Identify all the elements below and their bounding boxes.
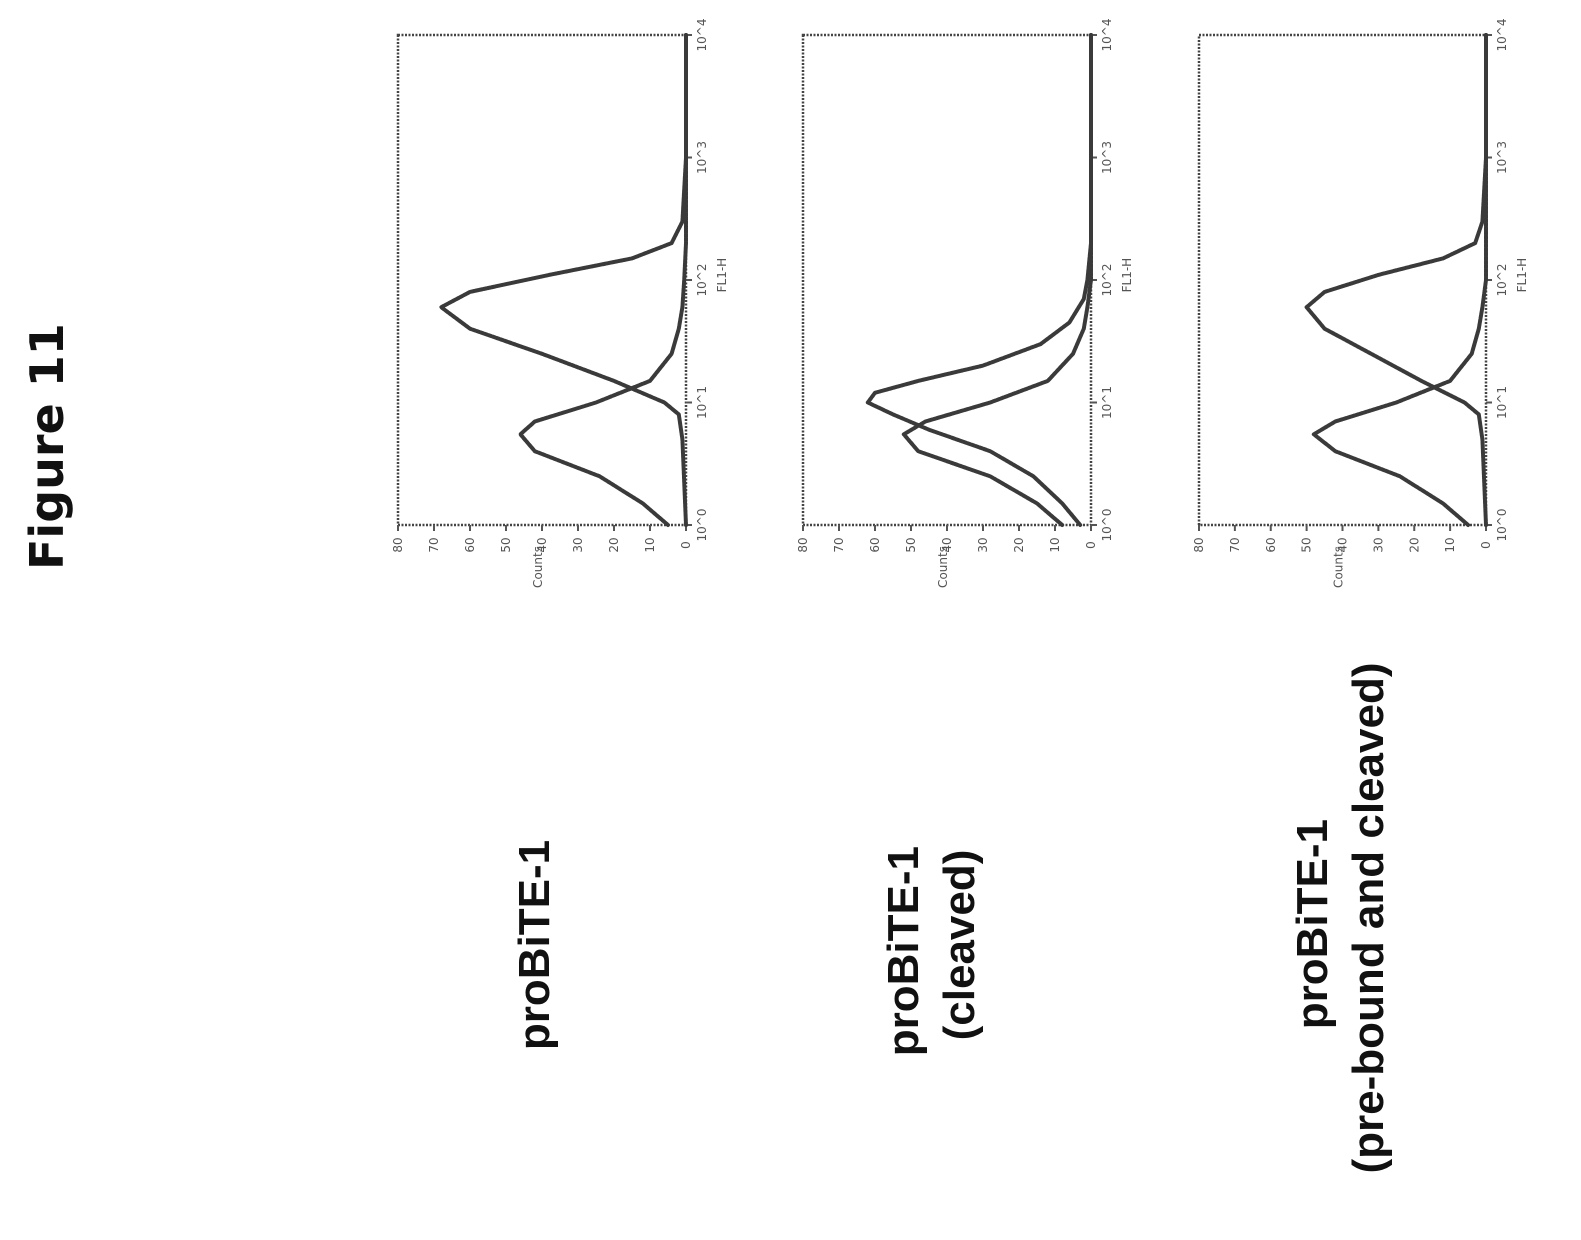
y-tick-label: 20 [607, 537, 621, 552]
y-tick-label: 50 [1300, 537, 1314, 552]
y-tick-label: 40 [1336, 537, 1350, 552]
histogram-series-1 [518, 33, 688, 527]
flow-histogram-1: 0 10 20 30 40 50 60 70 80 10^0 10^1 10^2 10^3 10^4 Cou… [391, 19, 729, 588]
flow-histogram-3: 0 10 20 30 40 50 60 70 80 10^0 10^1 10^2 10^3 10^4 Cou… [1192, 19, 1529, 588]
x-tick-label: 10^3 [1100, 141, 1114, 174]
x-axis-title: FL1-H [1515, 258, 1529, 293]
y-tick-label: 60 [868, 537, 882, 552]
x-tick-label: 10^2 [695, 264, 709, 297]
y-tick-label: 20 [1012, 537, 1026, 552]
y-tick-label: 0 [1479, 541, 1493, 549]
sample-label-3-line-1: proBiTE-1 [1288, 819, 1337, 1029]
y-axis-title: Counts [1332, 546, 1346, 588]
y-tick-label: 0 [679, 541, 693, 549]
panel-1: proBiTE-1 0 10 20 30 40 50 60 70 80 10^0 10^1 10^2 1… [391, 19, 729, 1051]
y-tick-label: 70 [427, 537, 441, 552]
x-tick-label: 10^1 [1100, 386, 1114, 419]
sample-label-2: proBiTE-1 (cleaved) [879, 834, 984, 1056]
y-tick-label: 30 [976, 537, 990, 552]
y-tick-label: 50 [499, 537, 513, 552]
histogram-series-2 [865, 33, 1093, 527]
sample-label-1-line-1: proBiTE-1 [510, 840, 559, 1050]
plot-frame [396, 33, 688, 527]
y-tick-label: 70 [1228, 537, 1242, 552]
x-axis-title: FL1-H [715, 258, 729, 293]
x-axis-title: FL1-H [1120, 258, 1134, 293]
sample-label-2-line-2: (cleaved) [935, 850, 984, 1041]
y-tick-label: 50 [904, 537, 918, 552]
x-tick-label: 10^0 [695, 509, 709, 542]
x-tick-label: 10^4 [1495, 19, 1509, 52]
y-tick-label: 40 [940, 537, 954, 552]
y-tick-label: 20 [1407, 537, 1421, 552]
sample-label-3-line-2: (pre-bound and cleaved) [1344, 663, 1393, 1174]
histogram-series-2 [439, 33, 688, 527]
x-tick-label: 10^3 [1495, 141, 1509, 174]
sample-label-1: proBiTE-1 [510, 840, 559, 1050]
y-tick-label: 80 [796, 537, 810, 552]
x-tick-label: 10^1 [1495, 386, 1509, 419]
y-tick-label: 80 [1192, 537, 1206, 552]
histogram-series-2 [1304, 33, 1488, 527]
y-tick-label: 60 [1264, 537, 1278, 552]
x-tick-label: 10^3 [695, 141, 709, 174]
y-tick-label: 70 [832, 537, 846, 552]
x-tick-label: 10^1 [695, 386, 709, 419]
y-tick-label: 40 [535, 537, 549, 552]
figure-title: Figure 11 [20, 323, 74, 570]
panel-3: proBiTE-1 (pre-bound and cleaved) 0 10 20 3… [1192, 19, 1529, 1174]
y-tick-label: 10 [1048, 537, 1062, 552]
y-tick-label: 80 [391, 537, 405, 552]
sample-label-3: proBiTE-1 (pre-bound and cleaved) [1288, 663, 1393, 1174]
x-tick-label: 10^4 [695, 19, 709, 52]
plot-frame [801, 33, 1093, 527]
flow-histogram-2: 0 10 20 30 40 50 60 70 80 10^0 10^1 10^2 10^3 10^4 Cou… [796, 19, 1134, 588]
histogram-series-1 [901, 33, 1093, 527]
x-tick-label: 10^2 [1100, 264, 1114, 297]
sample-label-2-line-1: proBiTE-1 [879, 846, 928, 1056]
y-tick-label: 10 [1443, 537, 1457, 552]
y-axis-title: Counts [531, 546, 545, 588]
histogram-series-1 [1311, 33, 1488, 527]
y-tick-label: 60 [463, 537, 477, 552]
y-tick-label: 30 [1371, 537, 1385, 552]
y-tick-label: 10 [643, 537, 657, 552]
y-tick-label: 0 [1084, 541, 1098, 549]
x-tick-label: 10^2 [1495, 264, 1509, 297]
x-tick-label: 10^0 [1495, 509, 1509, 542]
y-axis-title: Counts [936, 546, 950, 588]
y-tick-label: 30 [571, 537, 585, 552]
panel-2: proBiTE-1 (cleaved) 0 10 20 30 40 50 60 70 80 10^… [796, 19, 1134, 1057]
plot-frame [1197, 33, 1488, 527]
x-tick-label: 10^0 [1100, 509, 1114, 542]
x-tick-label: 10^4 [1100, 19, 1114, 52]
